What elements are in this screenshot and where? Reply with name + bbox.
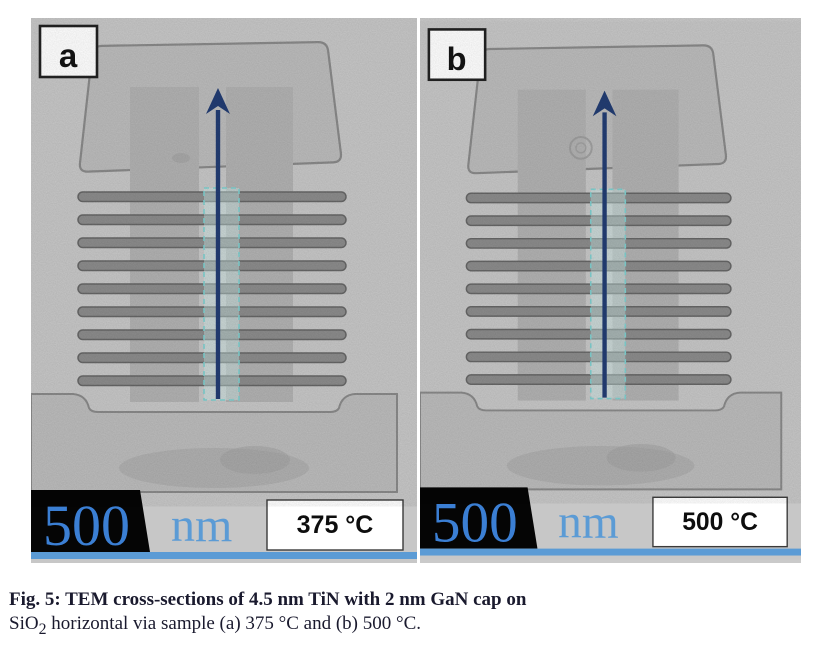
svg-text:375 °C: 375 °C [297, 511, 374, 539]
svg-text:500: 500 [43, 493, 130, 558]
svg-text:500 °C: 500 °C [682, 509, 758, 536]
svg-text:nm: nm [171, 499, 232, 552]
svg-text:500: 500 [432, 492, 518, 555]
svg-text:nm: nm [558, 497, 619, 549]
